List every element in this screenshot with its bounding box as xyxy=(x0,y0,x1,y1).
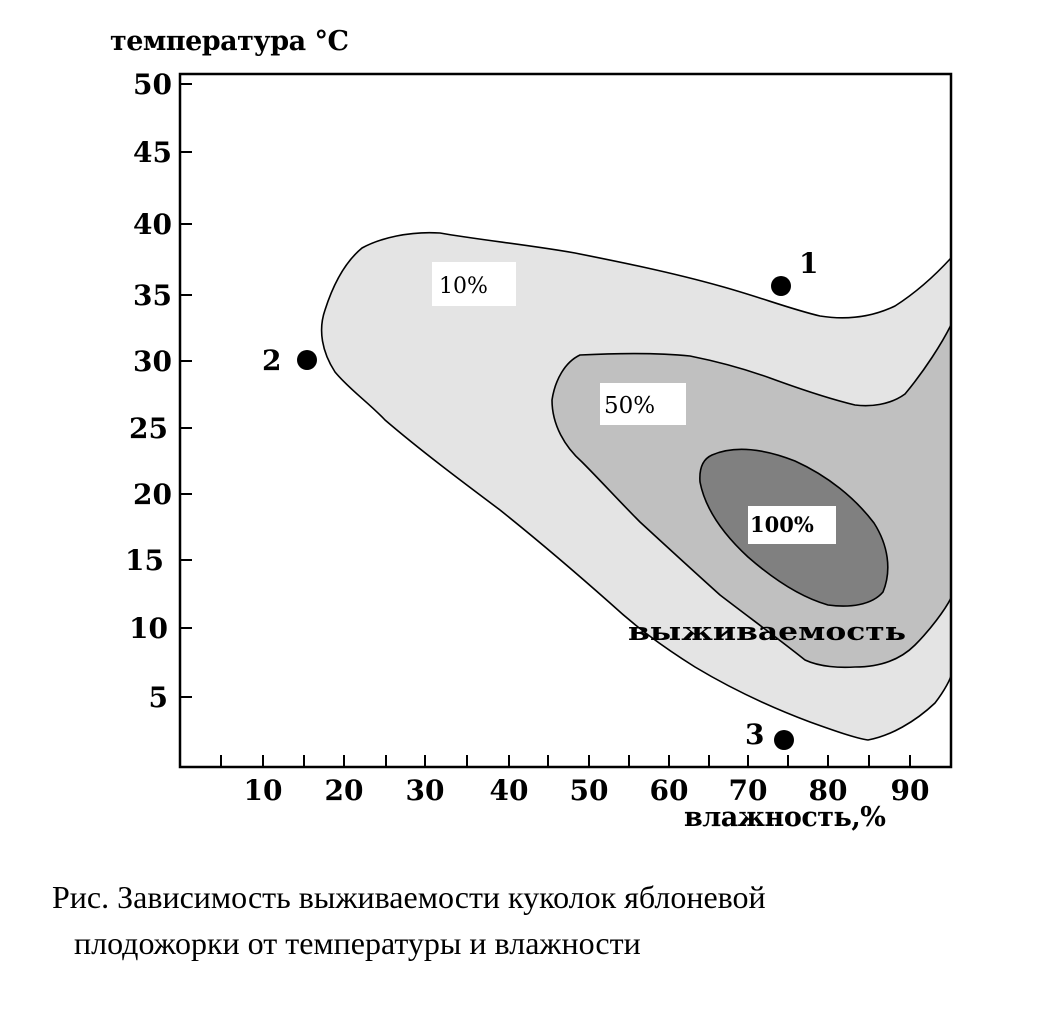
x-axis xyxy=(220,755,911,767)
y-tick-35: 35 xyxy=(133,279,172,312)
x-tick-80: 80 xyxy=(809,774,848,807)
x-tick-labels: 10 20 30 40 50 60 70 80 90 xyxy=(244,774,930,807)
y-tick-25: 25 xyxy=(129,412,168,445)
point-1-marker xyxy=(771,276,791,296)
y-tick-10: 10 xyxy=(129,612,168,645)
y-tick-45: 45 xyxy=(133,136,172,169)
data-points: 1 2 3 xyxy=(262,247,818,751)
level-label-10: 10% xyxy=(439,274,488,299)
x-tick-20: 20 xyxy=(325,774,364,807)
survival-label: выживаемость xyxy=(628,617,906,646)
point-3-marker xyxy=(774,730,794,750)
level-labels: 10% 50% 100% выживаемость xyxy=(432,262,906,646)
y-tick-50: 50 xyxy=(133,68,172,101)
point-1-label: 1 xyxy=(799,247,818,280)
y-axis-title: температура °C xyxy=(110,26,349,57)
x-axis-title: влажность,% xyxy=(684,802,886,833)
level-label-100: 100% xyxy=(750,512,814,537)
x-tick-40: 40 xyxy=(490,774,529,807)
y-tick-40: 40 xyxy=(133,208,172,241)
figure-caption: Рис. Зависимость выживаемости куколок яб… xyxy=(52,874,1012,966)
contour-chart: 10% 50% 100% выживаемость 1 2 3 50 45 40… xyxy=(125,68,953,807)
point-2-marker xyxy=(297,350,317,370)
x-tick-60: 60 xyxy=(650,774,689,807)
point-3-label: 3 xyxy=(745,718,764,751)
contour-fills xyxy=(320,231,952,741)
x-tick-90: 90 xyxy=(891,774,930,807)
x-tick-50: 50 xyxy=(570,774,609,807)
x-tick-10: 10 xyxy=(244,774,283,807)
y-axis xyxy=(180,83,192,698)
level-label-50: 50% xyxy=(604,393,655,419)
x-tick-70: 70 xyxy=(729,774,768,807)
y-tick-20: 20 xyxy=(133,478,172,511)
point-2-label: 2 xyxy=(262,344,281,377)
y-tick-labels: 50 45 40 35 30 25 20 15 10 5 xyxy=(125,68,172,714)
x-tick-30: 30 xyxy=(406,774,445,807)
y-tick-30: 30 xyxy=(133,345,172,378)
caption-line-2: плодожорки от температуры и влажности xyxy=(74,925,641,961)
plot-frame xyxy=(178,72,953,769)
caption-line-1: Рис. Зависимость выживаемости куколок яб… xyxy=(52,879,766,915)
y-tick-15: 15 xyxy=(125,544,164,577)
y-tick-5: 5 xyxy=(149,681,168,714)
